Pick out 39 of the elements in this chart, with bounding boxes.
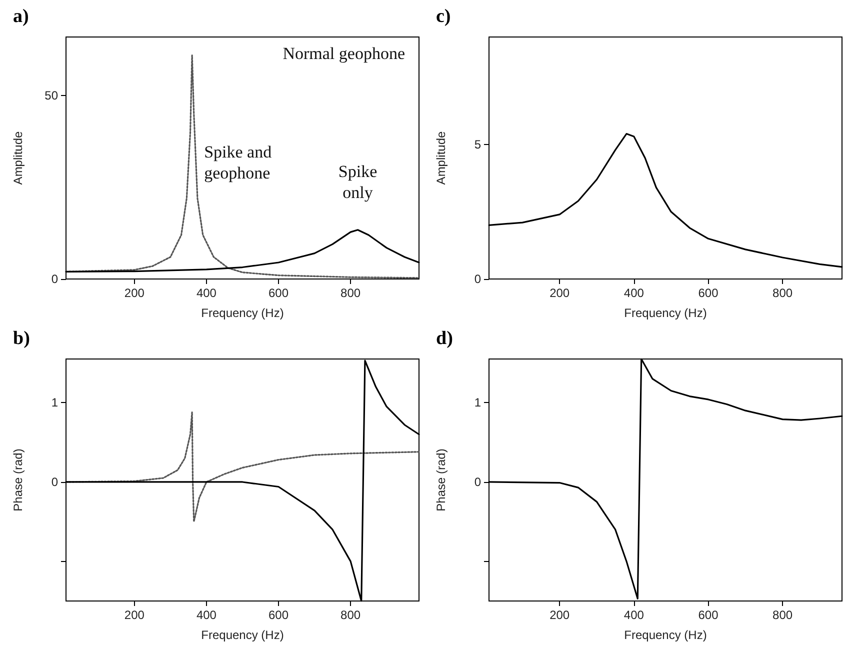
x-tick-label: 200	[124, 608, 145, 622]
y-tick-label: 50	[44, 88, 58, 103]
x-tick-label: 800	[772, 608, 793, 622]
y-tick-label: 1	[51, 396, 58, 410]
x-tick-label: 800	[340, 608, 361, 622]
y-axis-title: Amplitude	[434, 131, 448, 185]
x-axis-title: Frequency (Hz)	[624, 306, 707, 320]
y-tick-label: 1	[474, 396, 482, 410]
y-axis-title: Amplitude	[11, 131, 25, 185]
y-tick-label: 0	[51, 474, 58, 489]
x-tick-label: 800	[340, 286, 361, 300]
y-tick-label: 0	[474, 474, 482, 489]
chart-title: c)	[436, 6, 451, 27]
annotation: Normal geophone	[282, 44, 406, 63]
x-tick-label: 400	[624, 286, 644, 300]
y-tick-label: 5	[474, 138, 482, 152]
chart-title: d)	[436, 328, 453, 349]
x-tick-label: 400	[624, 608, 644, 622]
x-tick-label: 400	[196, 608, 217, 622]
y-tick-label: 0	[474, 272, 482, 286]
chart-title: a)	[13, 6, 29, 27]
x-axis-title: Frequency (Hz)	[624, 628, 707, 642]
x-tick-label: 200	[124, 286, 145, 300]
series-label: Spike only	[338, 162, 378, 202]
x-tick-label: 200	[550, 608, 570, 622]
x-tick-label: 200	[550, 286, 570, 300]
x-axis-title: Frequency (Hz)	[201, 306, 284, 320]
x-axis-title: Frequency (Hz)	[201, 628, 284, 642]
x-tick-label: 800	[772, 286, 793, 300]
x-tick-label: 600	[268, 286, 289, 300]
y-tick-label: 0	[51, 272, 58, 286]
x-tick-label: 600	[698, 608, 719, 622]
chart-title: b)	[13, 328, 30, 349]
y-axis-title: Phase (rad)	[11, 448, 25, 512]
x-tick-label: 400	[196, 286, 217, 300]
x-tick-label: 600	[698, 286, 719, 300]
series-label: Spike and geophone	[204, 142, 272, 183]
y-axis-title: Phase (rad)	[434, 448, 448, 512]
x-tick-label: 600	[268, 608, 289, 622]
